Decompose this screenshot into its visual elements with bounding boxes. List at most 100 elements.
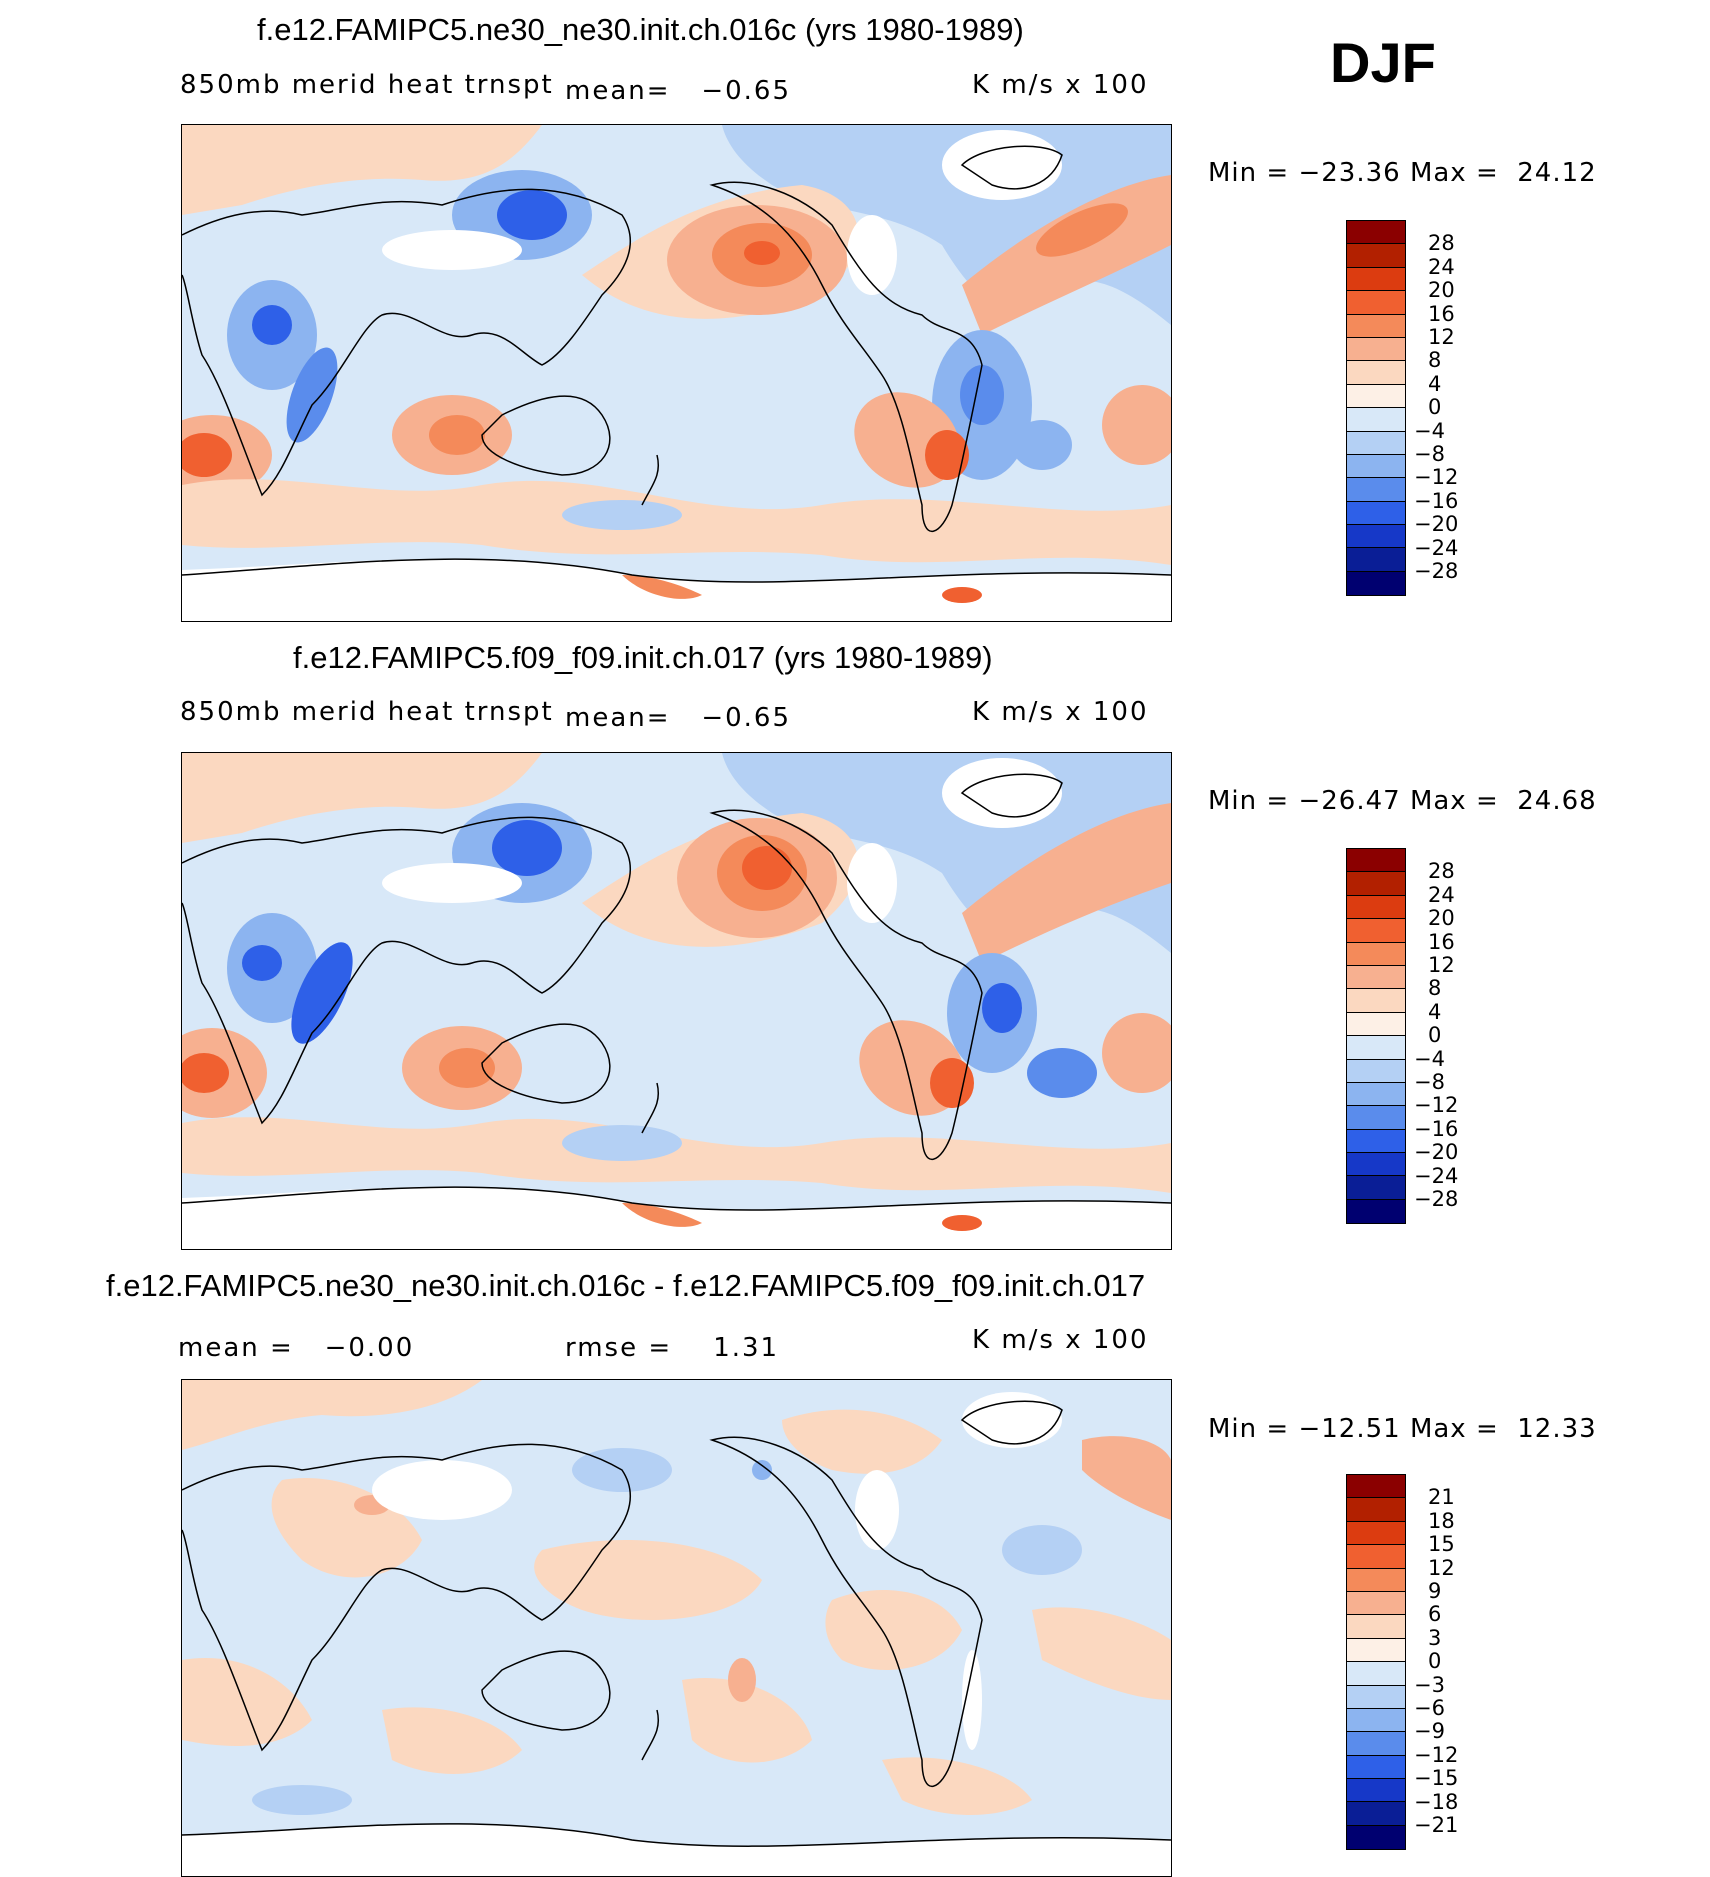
panel-2-colorbar: [1346, 848, 1406, 1225]
colorbar-level-label: −12: [1414, 1093, 1459, 1118]
colorbar-box: [1347, 525, 1405, 549]
colorbar-level-label: 20: [1428, 278, 1455, 303]
colorbar-box: [1347, 1825, 1405, 1850]
colorbar-level-label: 20: [1428, 906, 1455, 931]
panel-1-map-field: [182, 125, 1171, 621]
colorbar-box: [1347, 895, 1405, 920]
panel-1-max-label: Max = 24.12: [1409, 158, 1597, 188]
colorbar-level-label: −18: [1414, 1789, 1459, 1814]
panel-1-units-label: K m/s x 100: [972, 70, 1149, 100]
panel-2-max-label: Max = 24.68: [1409, 786, 1597, 816]
colorbar-box: [1347, 1129, 1405, 1154]
colorbar-level-label: −6: [1414, 1696, 1445, 1720]
colorbar-level-label: −20: [1414, 512, 1459, 537]
colorbar-box: [1347, 849, 1405, 873]
panel-2-map-field: [182, 753, 1171, 1249]
colorbar-box: [1347, 384, 1405, 409]
panel-3-title: f.e12.FAMIPC5.ne30_ne30.init.ch.016c - f…: [106, 1268, 1146, 1303]
panel-1-colorbar: [1346, 220, 1406, 597]
panel-3-max-label: Max = 12.33: [1409, 1414, 1597, 1444]
colorbar-level-label: −21: [1414, 1813, 1459, 1837]
colorbar-level-label: 21: [1428, 1485, 1455, 1510]
colorbar-box: [1347, 1591, 1405, 1616]
colorbar-level-label: 9: [1428, 1579, 1442, 1603]
colorbar-level-label: −20: [1414, 1140, 1459, 1165]
colorbar-level-label: −8: [1414, 442, 1445, 466]
panel-3-units-label: K m/s x 100: [972, 1325, 1149, 1355]
colorbar-box: [1347, 1779, 1405, 1803]
panel-3-mean-label: mean = −0.00: [178, 1333, 415, 1363]
colorbar-box: [1347, 1615, 1405, 1639]
panel-2-units-label: K m/s x 100: [972, 697, 1149, 727]
colorbar-box: [1347, 1521, 1405, 1546]
colorbar-box: [1347, 1059, 1405, 1083]
colorbar-level-label: 4: [1428, 999, 1442, 1024]
panel-3-colorbar: [1346, 1474, 1406, 1851]
colorbar-box: [1347, 1638, 1405, 1663]
colorbar-level-label: 15: [1428, 1532, 1455, 1557]
colorbar-level-label: 8: [1428, 976, 1442, 1001]
colorbar-level-label: 4: [1428, 371, 1442, 396]
colorbar-box: [1347, 1012, 1405, 1037]
panel-3-min-max: Min = −12.51 Max = 12.33: [1208, 1414, 1597, 1444]
colorbar-box: [1347, 361, 1405, 385]
colorbar-level-label: −16: [1414, 1116, 1459, 1141]
colorbar-level-label: −12: [1414, 1742, 1459, 1767]
colorbar-level-label: 28: [1428, 859, 1455, 884]
panel-2-title: f.e12.FAMIPC5.f09_f09.init.ch.017 (yrs 1…: [293, 640, 993, 675]
colorbar-box: [1347, 1176, 1405, 1200]
colorbar-level-label: −4: [1414, 418, 1445, 443]
colorbar-box: [1347, 1082, 1405, 1107]
colorbar-level-label: 12: [1428, 1555, 1455, 1580]
colorbar-box: [1347, 454, 1405, 479]
colorbar-level-label: 16: [1428, 929, 1455, 954]
colorbar-box: [1347, 1802, 1405, 1826]
colorbar-box: [1347, 478, 1405, 502]
colorbar-box: [1347, 942, 1405, 966]
colorbar-box: [1347, 548, 1405, 572]
panel-1-title: f.e12.FAMIPC5.ne30_ne30.init.ch.016c (yr…: [257, 12, 1024, 47]
colorbar-box: [1347, 965, 1405, 990]
colorbar-level-label: 16: [1428, 301, 1455, 326]
colorbar-level-label: 0: [1428, 1649, 1442, 1674]
colorbar-box: [1347, 1498, 1405, 1522]
colorbar-level-label: 12: [1428, 953, 1455, 977]
colorbar-level-label: 6: [1428, 1602, 1442, 1627]
colorbar-level-label: 18: [1428, 1508, 1455, 1533]
colorbar-box: [1347, 919, 1405, 943]
colorbar-box: [1347, 1662, 1405, 1686]
panel-3-map: [181, 1379, 1172, 1877]
colorbar-box: [1347, 267, 1405, 292]
colorbar-level-label: 0: [1428, 395, 1442, 420]
panel-1-map: [181, 124, 1172, 622]
panel-2-min-max: Min = −26.47 Max = 24.68: [1208, 786, 1597, 816]
colorbar-box: [1347, 989, 1405, 1013]
colorbar-box: [1347, 221, 1405, 245]
panel-2-map: [181, 752, 1172, 1250]
colorbar-box: [1347, 337, 1405, 362]
season-label: DJF: [1330, 31, 1436, 94]
panel-1-min-max: Min = −23.36 Max = 24.12: [1208, 158, 1597, 188]
colorbar-box: [1347, 1732, 1405, 1756]
panel-3-rmse-label: rmse = 1.31: [565, 1333, 780, 1363]
colorbar-box: [1347, 1106, 1405, 1130]
colorbar-level-label: −16: [1414, 488, 1459, 513]
colorbar-box: [1347, 314, 1405, 338]
colorbar-level-label: 24: [1428, 882, 1455, 907]
colorbar-box: [1347, 1199, 1405, 1224]
colorbar-level-label: −8: [1414, 1070, 1445, 1094]
colorbar-level-label: −9: [1414, 1719, 1445, 1744]
colorbar-box: [1347, 291, 1405, 315]
colorbar-box: [1347, 431, 1405, 455]
panel-3-map-field: [182, 1380, 1171, 1876]
panel-1-variable-label: 850mb merid heat trnspt: [180, 70, 554, 100]
colorbar-level-label: −24: [1414, 1163, 1459, 1188]
colorbar-box: [1347, 1475, 1405, 1499]
colorbar-level-label: −24: [1414, 535, 1459, 560]
colorbar-box: [1347, 244, 1405, 268]
colorbar-level-label: 28: [1428, 231, 1455, 256]
colorbar-level-label: −3: [1414, 1672, 1445, 1697]
colorbar-box: [1347, 1545, 1405, 1569]
colorbar-box: [1347, 1568, 1405, 1592]
colorbar-box: [1347, 1708, 1405, 1733]
